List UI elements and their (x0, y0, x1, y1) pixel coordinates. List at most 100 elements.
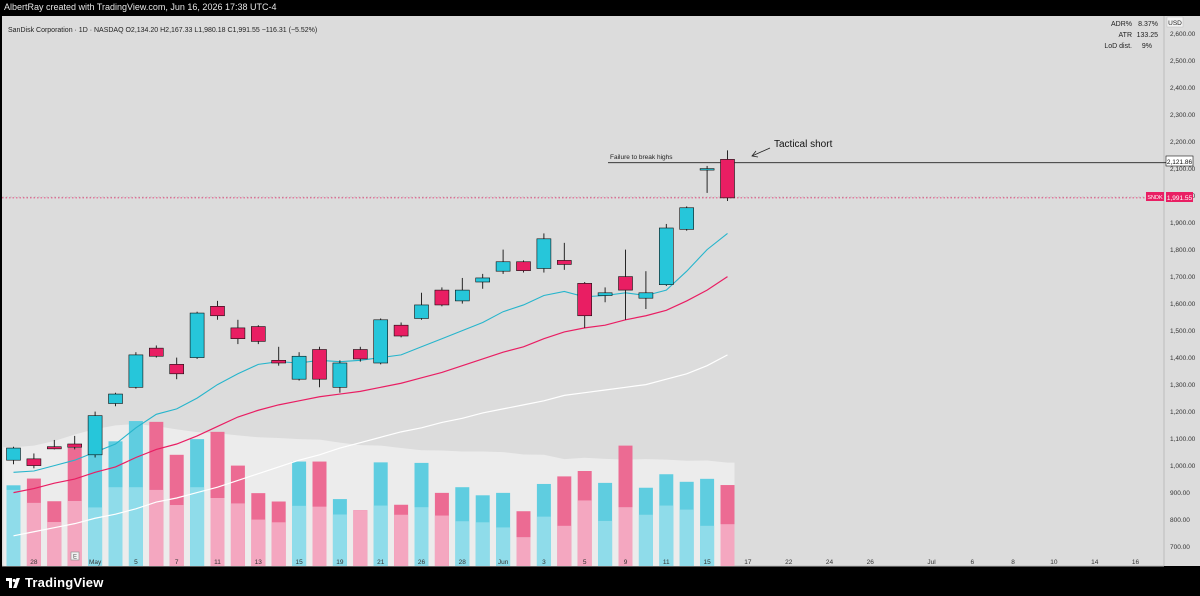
volume-bar (557, 525, 572, 566)
time-tick-label: 28 (30, 559, 38, 566)
price-axis[interactable]: 700.00 800.00 900.00 1,000.00 1,100.00 1,200.… (1170, 31, 1196, 551)
price-tick-label: 1,000.00 (1170, 463, 1196, 470)
time-tick-label: 9 (624, 559, 628, 566)
candle-down (618, 276, 633, 291)
candle-up (128, 354, 144, 388)
volume-bar (394, 514, 409, 566)
time-tick-label: 15 (703, 559, 711, 566)
price-tick-label: 2,100.00 (1170, 166, 1196, 173)
time-tick-label: 28 (459, 559, 467, 566)
candle-down (210, 305, 225, 317)
price-chart[interactable]: 700.00 800.00 900.00 1,000.00 1,100.00 1,200.… (0, 14, 1200, 570)
time-tick-label: Jul (927, 559, 936, 566)
time-tick-label: Jun (498, 559, 509, 566)
price-tick-label: 800.00 (1170, 517, 1190, 524)
tactical-short-label: Tactical short (774, 139, 833, 150)
time-tick-label: 14 (1091, 559, 1099, 566)
price-tick-label: 1,700.00 (1170, 274, 1196, 281)
candle-down (67, 443, 82, 448)
ema-mid-line (13, 276, 728, 494)
price-tick-label: 1,100.00 (1170, 436, 1196, 443)
price-scale-background[interactable] (1164, 16, 1200, 566)
candle-up (87, 415, 103, 456)
stats-adr-label: ADR% (1111, 21, 1132, 28)
volume-bar (210, 498, 225, 566)
stats-panel-box (1104, 18, 1162, 54)
volume-bar (414, 507, 429, 566)
volume-bar (618, 507, 633, 566)
volume-bar (434, 515, 449, 566)
volume-bar (720, 524, 735, 566)
volume-bar (6, 489, 21, 566)
volume-bar (312, 506, 327, 566)
candle-up (475, 277, 491, 283)
stats-atr-value: 133.25 (1137, 32, 1159, 39)
time-axis[interactable]: 28 May 5 7 11 13 15 19 21 26 28 Jun 3 5 9 11 15 17 22 24 26 J… (30, 559, 1139, 566)
candle-down (251, 326, 266, 342)
stats-adr-value: 8.37% (1138, 21, 1158, 28)
candle-up (373, 319, 389, 364)
price-tick-label: 1,200.00 (1170, 409, 1196, 416)
time-tick-label: 10 (1050, 559, 1058, 566)
candle-down (556, 260, 572, 265)
candle-down (577, 283, 593, 317)
tradingview-logo[interactable]: TradingView (6, 575, 104, 590)
level-price-tag: 2,121.86 (1165, 155, 1194, 167)
currency-badge[interactable] (1166, 16, 1184, 28)
volume-bar (251, 519, 266, 566)
price-lines (2, 162, 1166, 199)
last-price-text: 1,991.55 (1167, 195, 1193, 202)
candle-down (271, 359, 287, 364)
price-tick-label: 1,600.00 (1170, 301, 1196, 308)
candle-up (6, 447, 21, 461)
tradingview-logo-icon (6, 578, 20, 588)
candle-down (393, 324, 409, 337)
volume-bar (271, 522, 286, 566)
candle-up (638, 292, 654, 299)
candle-up (536, 238, 552, 269)
volume-bar (577, 500, 592, 566)
volume-bar (700, 525, 715, 566)
candle-down (516, 261, 531, 271)
candle-up (108, 393, 123, 404)
level-price-text: 2,121.86 (1167, 159, 1193, 166)
volume-bar (108, 487, 123, 566)
time-tick-label: 26 (867, 559, 875, 566)
candle-down (352, 349, 368, 360)
volume-bar (496, 527, 511, 566)
volume-bar (638, 514, 653, 566)
candle-down (169, 364, 184, 375)
earnings-icon[interactable]: E (70, 551, 80, 561)
volume-pane (3, 421, 735, 566)
time-tick-label: 5 (583, 559, 587, 566)
volume-bar (536, 516, 551, 566)
candle-down (26, 458, 42, 466)
candle-up (414, 304, 429, 319)
last-price-tag: SNDK 1,991.55 (1146, 192, 1193, 202)
candle-down (149, 347, 164, 357)
time-tick-label: 16 (1132, 559, 1140, 566)
volume-bar (475, 522, 490, 566)
stats-lod-value: 9% (1142, 43, 1152, 50)
volume-bar (169, 505, 184, 566)
volume-bar (455, 521, 470, 566)
ema-long-line (13, 354, 728, 537)
symbol-legend[interactable]: SanDisk Corporation · 1D · NASDAQ O2,134… (8, 27, 317, 34)
volume-bar (190, 487, 205, 566)
volume-bar (353, 510, 368, 566)
svg-text:E: E (73, 555, 77, 561)
time-tick-label: 21 (377, 559, 385, 566)
failure-label: Failure to break highs (610, 154, 673, 161)
candle-down (312, 349, 327, 380)
candle-up (495, 261, 511, 272)
volume-bar (516, 537, 531, 566)
volume-ma-area (3, 424, 735, 566)
price-tick-label: 700.00 (1170, 544, 1190, 551)
footer-bar: TradingView (0, 570, 1200, 596)
price-tick-label: 1,500.00 (1170, 328, 1196, 335)
candle-up (699, 168, 715, 171)
volume-bar (26, 502, 41, 566)
volume-bar (679, 509, 694, 566)
time-tick-label: 15 (295, 559, 303, 566)
time-tick-label: 13 (255, 559, 263, 566)
